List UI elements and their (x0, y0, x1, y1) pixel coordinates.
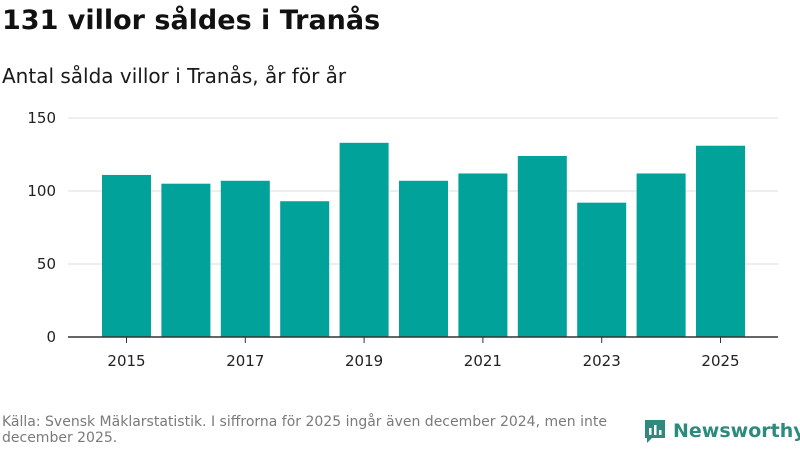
bar-2015 (102, 174, 151, 337)
bar-2019 (339, 142, 389, 337)
bar-2020 (399, 180, 448, 337)
bar-chart: 0 50 100 150 2015 2017 2019 2021 2023 2025 (27, 109, 778, 370)
x-axis-ticks: 2015 2017 2019 2021 2023 2025 (107, 337, 740, 370)
x-tick-label: 2021 (464, 352, 502, 370)
newsworthy-logo: Newsworthy (643, 418, 800, 444)
source-note: Källa: Svensk Mäklarstatistik. I siffror… (2, 414, 607, 446)
bar-2023 (577, 202, 627, 337)
bar-2017 (220, 180, 270, 337)
x-tick-label: 2023 (583, 352, 621, 370)
bars (102, 142, 745, 337)
y-axis-ticks: 0 50 100 150 (27, 109, 56, 346)
chart-title: 131 villor såldes i Tranås (2, 5, 381, 36)
bar-2024 (636, 173, 686, 337)
newsworthy-logo-icon (645, 420, 665, 443)
bar-2018 (280, 201, 330, 337)
x-tick-label: 2017 (226, 352, 264, 370)
y-tick-label: 100 (27, 182, 56, 200)
y-tick-label: 50 (37, 255, 56, 273)
x-tick-label: 2025 (701, 352, 739, 370)
x-tick-label: 2019 (345, 352, 383, 370)
x-tick-label: 2015 (107, 352, 145, 370)
y-tick-label: 150 (27, 109, 56, 127)
bar-2022 (517, 155, 567, 337)
bar-2016 (161, 183, 211, 337)
chart-subtitle: Antal sålda villor i Tranås, år för år (2, 64, 347, 88)
y-tick-label: 0 (46, 328, 56, 346)
bar-2025 (696, 145, 745, 337)
newsworthy-logo-text: Newsworthy (673, 420, 800, 442)
bar-2021 (458, 173, 508, 337)
